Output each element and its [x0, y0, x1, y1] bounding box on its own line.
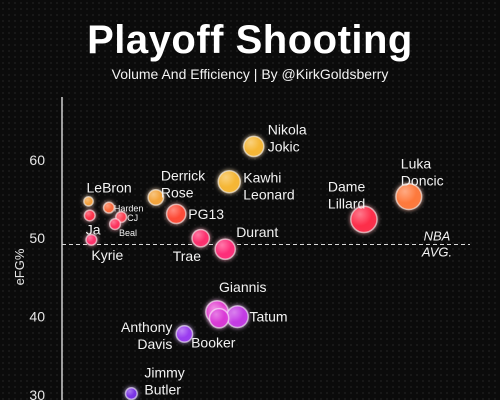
bubble-kyrie	[85, 233, 98, 246]
bubble-kawhi	[217, 169, 242, 194]
bubble-highlight	[243, 136, 264, 157]
bubble-highlight	[226, 305, 249, 328]
player-bubbles	[83, 135, 423, 400]
bubble-jimmy	[124, 387, 138, 400]
bubble-dame	[350, 205, 378, 234]
bubble-highlight	[103, 202, 115, 213]
bubble-tatum	[225, 305, 249, 329]
label-giannis: Giannis	[219, 279, 266, 295]
label-derrick: Derrick Rose	[161, 167, 206, 200]
y-tick-label: 30	[29, 387, 45, 400]
y-tick-label: 50	[29, 230, 45, 246]
label-lebron: LeBron	[87, 179, 132, 195]
nba-average-label: AVG.	[421, 245, 452, 260]
y-tick-label: 60	[29, 152, 45, 168]
label-kawhi: Kawhi Leonard	[243, 170, 294, 203]
bubble-ja	[83, 209, 96, 222]
label-tatum: Tatum	[249, 309, 287, 325]
bubble-booker	[208, 307, 230, 329]
bubble-highlight	[166, 204, 186, 224]
chart-subtitle: Volume And Efficiency | By @KirkGoldsber…	[111, 66, 389, 82]
label-jimmy: Jimmy Butler	[144, 365, 184, 398]
label-pg13: PG13	[188, 206, 224, 222]
bubble-luka	[395, 183, 423, 211]
label-beal: Beal	[119, 228, 137, 238]
nba-average-label: NBA	[424, 229, 451, 244]
bubble-highlight	[218, 170, 241, 193]
bubble-highlight	[209, 308, 229, 328]
bubble-highlight	[84, 210, 96, 221]
bubble-beal	[108, 218, 122, 231]
bubble-lebron	[83, 195, 94, 207]
label-luka: Luka Doncic	[401, 156, 444, 189]
label-trae: Trae	[173, 248, 201, 264]
bubble-anthony	[175, 325, 194, 343]
y-tick-labels: 30 40 50 60	[29, 152, 45, 400]
bubble-trae	[191, 228, 211, 248]
bubble-pg13	[165, 203, 187, 225]
y-tick-label: 40	[29, 309, 45, 325]
label-kyrie: Kyrie	[91, 247, 123, 263]
label-harden: Harden	[114, 204, 144, 214]
bubble-harden	[102, 201, 116, 214]
bubble-derrick	[147, 188, 165, 206]
bubble-highlight	[109, 218, 121, 230]
label-durant: Durant	[236, 224, 278, 240]
label-ja: Ja	[86, 221, 101, 237]
bubble-highlight	[215, 239, 236, 260]
bubble-highlight	[395, 183, 422, 210]
label-dame: Dame Lillard	[328, 178, 366, 211]
bubble-highlight	[148, 189, 164, 206]
bubble-highlight	[86, 234, 97, 246]
label-anthony: Anthony Davis	[121, 319, 172, 352]
bubble-highlight	[125, 387, 138, 400]
bubble-durant	[214, 238, 236, 261]
y-axis-label: eFG%	[12, 248, 27, 285]
label-cj: CJ	[127, 213, 138, 223]
player-labels: Nikola Jokic Luka Doncic Kawhi Leonard Derrick…	[86, 121, 444, 397]
bubble-highlight	[192, 229, 210, 247]
bubble-highlight	[176, 325, 193, 343]
chart-title: Playoff Shooting	[87, 18, 413, 62]
label-nikola: Nikola Jokic	[268, 121, 307, 154]
label-booker: Booker	[191, 334, 236, 350]
bubble-highlight	[350, 206, 378, 233]
bubble-nikola	[242, 135, 265, 158]
bubble-highlight	[83, 196, 94, 206]
